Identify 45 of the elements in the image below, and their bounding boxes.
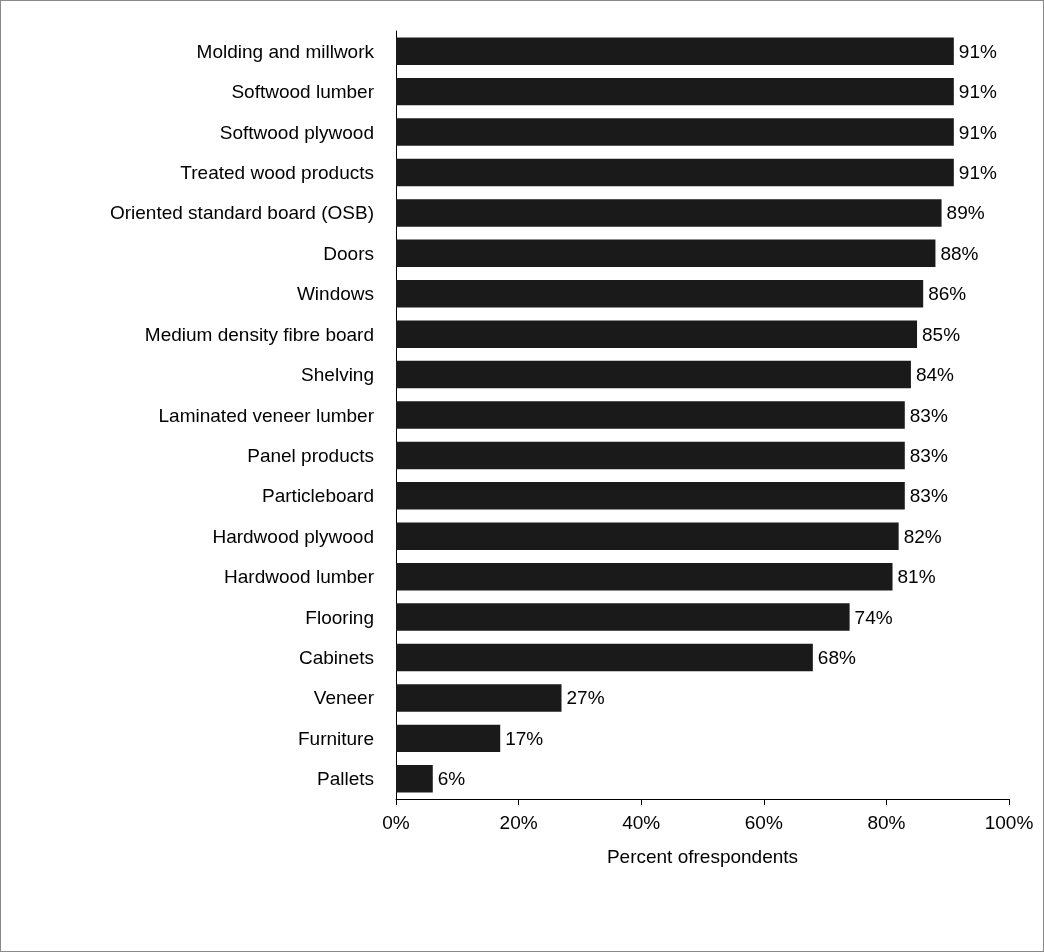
y-tick-label: Particleboard (262, 485, 374, 507)
x-tick-label: 100% (984, 812, 1034, 833)
y-tick-label: Pallets (316, 768, 374, 790)
x-tick-label: 80% (867, 812, 906, 833)
y-tick-label: Softwood plywood (219, 121, 374, 143)
y-tick-label: Panel products (247, 444, 374, 466)
y-tick-label: Medium density fibre board (144, 323, 374, 345)
x-tick-label: 60% (744, 812, 783, 833)
data-label: 91% (958, 161, 997, 183)
data-label: 91% (958, 40, 997, 62)
x-tick-label: 40% (622, 812, 661, 833)
x-axis-title: Percent ofrespondents (606, 846, 799, 867)
y-tick-label: Treated wood products (180, 161, 374, 183)
data-label: 85% (922, 323, 961, 345)
data-label: 83% (909, 404, 948, 426)
data-label: 82% (903, 525, 942, 547)
y-tick-label: Hardwood plywood (212, 525, 374, 547)
data-label: 88% (940, 242, 979, 264)
data-label: 74% (854, 606, 893, 628)
data-label: 91% (958, 121, 997, 143)
data-label: 27% (566, 687, 605, 709)
x-tick-label: 0% (382, 812, 410, 833)
y-tick-label: Hardwood lumber (224, 566, 375, 588)
y-tick-label: Oriented standard board (OSB) (109, 202, 374, 224)
y-tick-label: Furniture (297, 727, 374, 749)
y-tick-label: Shelving (301, 364, 374, 386)
data-label: 17% (505, 727, 544, 749)
data-label: 89% (946, 202, 985, 224)
y-tick-label: Doors (323, 242, 374, 264)
y-tick-label: Cabinets (299, 647, 374, 669)
data-label: 6% (437, 768, 466, 790)
y-tick-label: Softwood lumber (231, 81, 375, 103)
x-tick-label: 20% (499, 812, 538, 833)
data-label: 84% (915, 364, 955, 386)
data-label: 81% (897, 566, 936, 588)
data-label: 83% (909, 485, 948, 507)
data-label: 91% (958, 81, 997, 103)
y-tick-label: Molding and millwork (196, 40, 375, 62)
y-tick-label: Laminated veneer lumber (158, 404, 375, 426)
data-label: 83% (909, 444, 948, 466)
y-tick-label: Veneer (313, 687, 375, 709)
data-label: 68% (817, 647, 856, 669)
y-tick-label: Flooring (305, 606, 374, 628)
y-tick-label: Windows (296, 283, 374, 305)
data-label: 86% (928, 283, 967, 305)
